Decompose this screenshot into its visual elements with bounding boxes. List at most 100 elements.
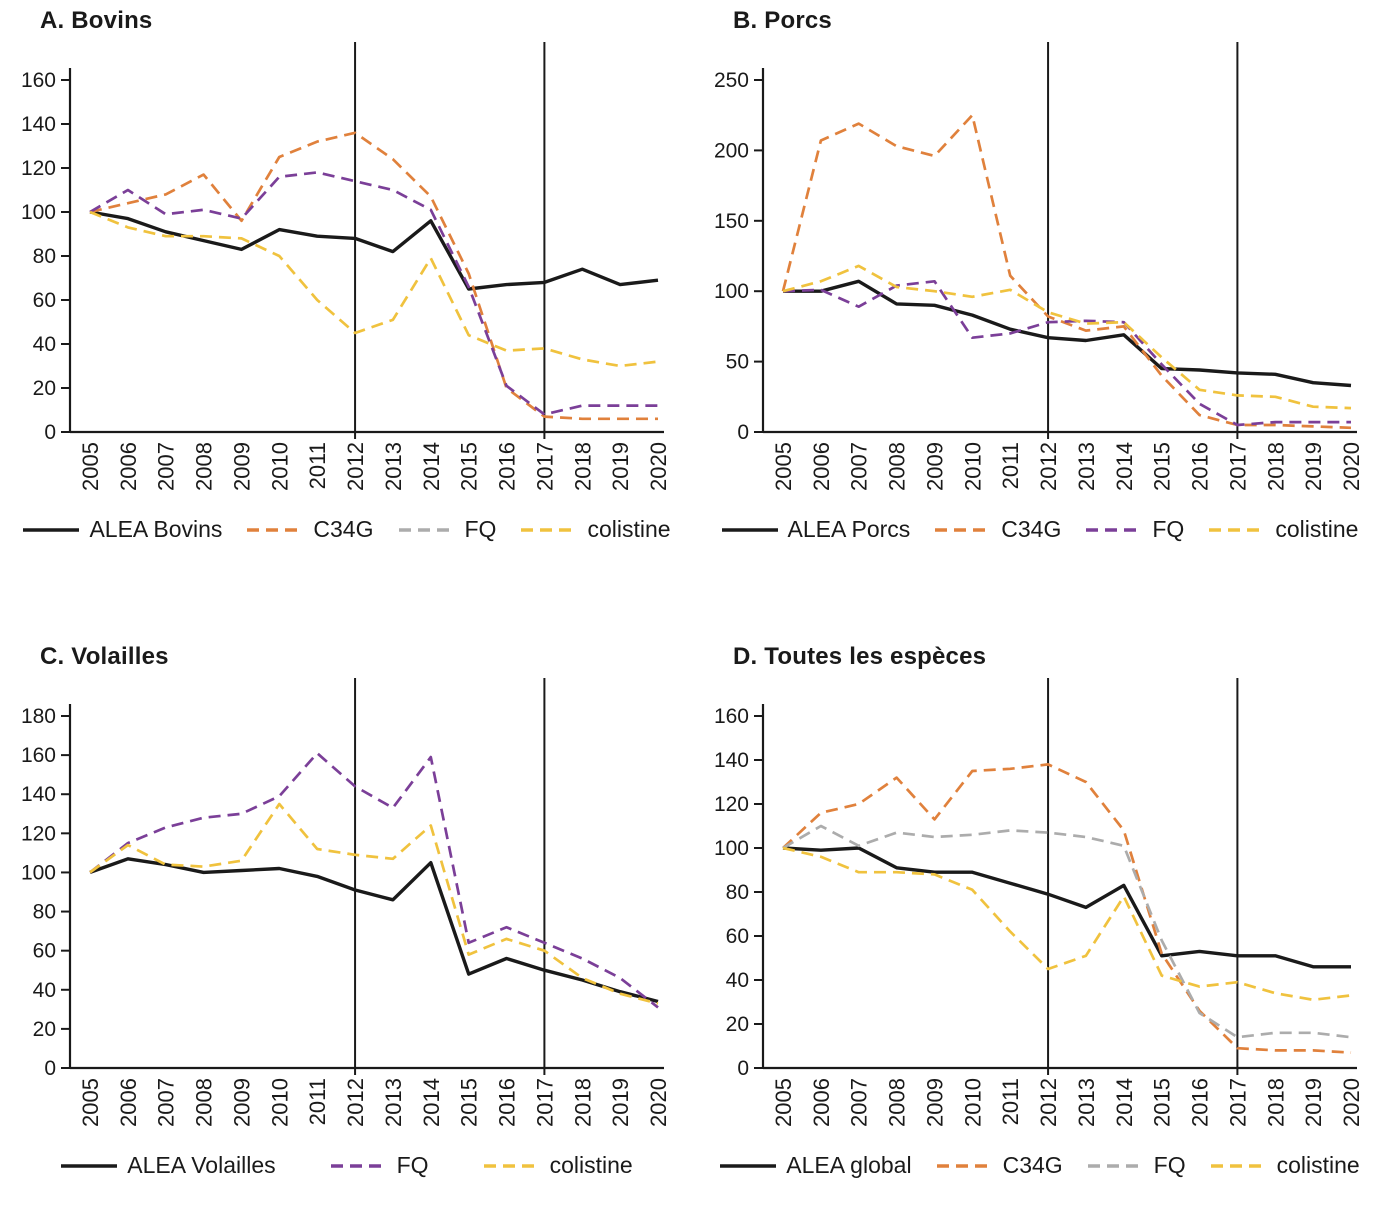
y-tick-label: 200 [714, 139, 749, 162]
series-colistine [782, 264, 1352, 410]
y-tick-label: 60 [33, 940, 56, 963]
legend-label: colistine [1276, 1152, 1360, 1178]
y-tick-label: 40 [726, 969, 749, 992]
series-fq [89, 751, 659, 1009]
x-tick-label: 2015 [1150, 442, 1175, 491]
legend-swatch-dashed-line [398, 527, 455, 532]
x-tick-label: 2015 [1150, 1078, 1175, 1127]
x-tick-label: 2005 [771, 442, 796, 491]
legend-label: FQ [1152, 516, 1185, 542]
x-tick-label: 2007 [847, 1078, 872, 1127]
y-tick-label: 250 [714, 69, 749, 92]
x-tick-label: 2016 [1188, 1078, 1213, 1127]
x-tick-label: 2009 [229, 1078, 254, 1127]
x-tick-label: 2020 [1339, 442, 1359, 491]
x-tick-label: 2018 [570, 1078, 595, 1127]
series-c34g [782, 763, 1352, 1054]
x-tick-label: 2014 [1112, 442, 1137, 491]
x-tick-label: 2016 [495, 442, 520, 491]
legend-label: C34G [1001, 516, 1062, 542]
legend-label: ALEA Volailles [127, 1152, 276, 1178]
legend-swatch-dashed-line [483, 1163, 540, 1168]
reference-lines [1047, 42, 1239, 439]
legend-swatch-dashed-line [1086, 527, 1143, 532]
panel-a-bovins: A. Bovins 0 20 40 60 80 100 120 140 160 2005 2006 2… [0, 0, 693, 610]
y-tick-label: 0 [737, 1057, 749, 1080]
x-tick-label: 2019 [608, 442, 633, 491]
y-tick-label: 140 [21, 113, 56, 136]
y-tick-label: 120 [21, 157, 56, 180]
panel-b-porcs: B. Porcs 0 50 100 150 200 250 2005 2006 2007 2008… [693, 0, 1386, 610]
axes [761, 704, 1357, 1070]
y-tick-label: 60 [33, 289, 56, 312]
legend-swatch-solid-line [61, 1163, 118, 1168]
series-lines [89, 751, 659, 1009]
legend-item-c34g: C34G [936, 1152, 1063, 1179]
x-tick-label: 2008 [192, 442, 217, 491]
x-tick-label: 2011 [305, 1078, 330, 1125]
y-tick-label: 20 [33, 377, 56, 400]
legend-swatch-dashed-line [935, 527, 992, 532]
x-tick-label: 2005 [78, 442, 103, 491]
legend-label: FQ [396, 1152, 429, 1178]
x-tick-label: 2007 [154, 1078, 179, 1127]
x-tick-label: 2016 [495, 1078, 520, 1127]
x-tick-label: 2017 [1225, 442, 1250, 491]
x-tick-label: 2006 [809, 1078, 834, 1127]
y-tick-label: 20 [33, 1018, 56, 1041]
series-lines [782, 763, 1352, 1054]
y-tick-label: 140 [21, 783, 56, 806]
x-tick-label: 2008 [192, 1078, 217, 1127]
reference-lines [1047, 678, 1239, 1075]
x-tick-label: 2010 [960, 442, 985, 491]
legend-label: FQ [464, 516, 497, 542]
x-tick-label: 2019 [1301, 1078, 1326, 1127]
panel-c-volailles: C. Volailles 0 20 40 60 80 100 120 140 160 180 200… [0, 610, 693, 1211]
x-tick-label: 2006 [116, 1078, 141, 1127]
legend-item-alea-bovins: ALEA Bovins [22, 516, 222, 543]
x-tick-label: 2013 [381, 442, 406, 491]
legend-item-alea-porcs: ALEA Porcs [721, 516, 910, 543]
y-tick-label: 0 [737, 421, 749, 444]
panel-d-legend: ALEA global C34G FQ colistine [693, 1152, 1386, 1179]
x-tick-label: 2018 [1263, 1078, 1288, 1127]
y-tick-label: 40 [33, 333, 56, 356]
x-tick-label: 2010 [960, 1078, 985, 1127]
y-tick-label: 60 [726, 925, 749, 948]
x-tick-label: 2008 [885, 1078, 910, 1127]
panel-a-line-chart: 0 20 40 60 80 100 120 140 160 2005 2006 2007 2008 200… [6, 36, 666, 514]
y-tick-label: 80 [33, 901, 56, 924]
legend-item-colistine: colistine [1210, 1152, 1360, 1179]
y-tick-label: 120 [21, 822, 56, 845]
legend-swatch-solid-line [23, 527, 80, 532]
x-tick-label: 2012 [1036, 1078, 1061, 1127]
series-colistine [89, 210, 659, 368]
panel-c-title: C. Volailles [40, 643, 169, 670]
panel-b-legend: ALEA Porcs C34G FQ colistine [693, 516, 1386, 543]
y-tick-label: 50 [726, 351, 749, 374]
x-tick-label: 2020 [646, 1078, 666, 1127]
legend-swatch-dashed-line [521, 527, 578, 532]
x-tick-label: 2005 [771, 1078, 796, 1127]
panel-b-line-chart: 0 50 100 150 200 250 2005 2006 2007 2008 2009 2010 2… [699, 36, 1359, 514]
legend-label: colistine [549, 1152, 633, 1178]
legend-item-alea-global: ALEA global [719, 1152, 912, 1179]
series-alea-volailles [89, 857, 659, 1004]
series-lines [89, 131, 659, 421]
x-tick-label: 2015 [457, 1078, 482, 1127]
x-tick-label: 2013 [1074, 442, 1099, 491]
x-tick-label: 2008 [885, 442, 910, 491]
y-tick-label: 80 [33, 245, 56, 268]
legend-swatch-dashed-line [936, 1163, 993, 1168]
x-tick-label: 2011 [998, 442, 1023, 489]
x-tick-label: 2015 [457, 442, 482, 491]
y-axis-ticks: 0 50 100 150 200 250 [714, 69, 763, 444]
y-tick-label: 80 [726, 881, 749, 904]
panel-c-line-chart: 0 20 40 60 80 100 120 140 160 180 2005 2006 2007 2008… [6, 672, 666, 1150]
y-tick-label: 150 [714, 210, 749, 233]
y-tick-label: 100 [714, 837, 749, 860]
chart-canvas: 0 20 40 60 80 100 120 140 160 180 2005 2006 2007 2008… [21, 678, 666, 1127]
